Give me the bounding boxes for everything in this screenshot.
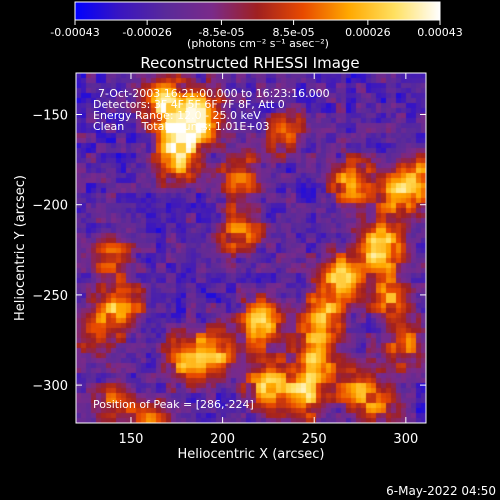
colorbar-tick-label: -0.00043 [50,26,99,39]
y-axis-ticks: −150 −200 −250 −300 [32,108,426,394]
y-tick-label: −150 [32,108,68,123]
x-axis-label: Heliocentric X (arcsec) [178,447,325,462]
colorbar [74,1,441,21]
x-tick-label: 200 [210,432,235,447]
colorbar-tick-label: 0.00043 [417,26,463,39]
annotation-detectors: Detectors: 3F 4F 5F 6F 7F 8F, Att 0 [93,98,285,111]
annotation-clean-counts: Clean Total counts: 1.01E+03 [93,120,270,133]
x-tick-label: 250 [302,432,327,447]
colorbar-tick-label: 0.00026 [345,26,391,39]
heatmap-image-wrapper [76,73,426,423]
colorbar-units-label: (photons cm⁻² s⁻¹ asec⁻²) [187,37,329,50]
chart-title: Reconstructed RHESSI Image [140,54,359,72]
annotation-time-range: 7-Oct-2003 16:21:00.000 to 16:23:16.000 [98,87,330,100]
y-tick-label: −250 [32,289,68,304]
y-axis-label: Heliocentric Y (arcsec) [13,175,28,321]
colorbar-tick-label: 8.5e-05 [272,26,314,39]
y-tick-label: −300 [32,379,68,394]
x-tick-label: 150 [119,432,144,447]
annotation-peak-position: Position of Peak = [286,-224] [93,398,254,411]
y-tick-label: −200 [32,199,68,214]
colorbar-tick-label: -0.00026 [122,26,171,39]
x-tick-label: 300 [393,432,418,447]
heatmap-image [76,73,426,423]
footer-date: 6-May-2022 04:50 [386,484,496,498]
colorbar-ticks: -0.00043 -0.00026 -8.5e-05 8.5e-05 0.00026 0.… [50,20,463,39]
colorbar-tick-label: -8.5e-05 [198,26,244,39]
x-axis-ticks: 150 200 250 300 [119,73,418,447]
plot-frame [75,72,427,424]
annotation-energy-range: Energy Range: 12.0 - 25.0 keV [93,109,261,122]
